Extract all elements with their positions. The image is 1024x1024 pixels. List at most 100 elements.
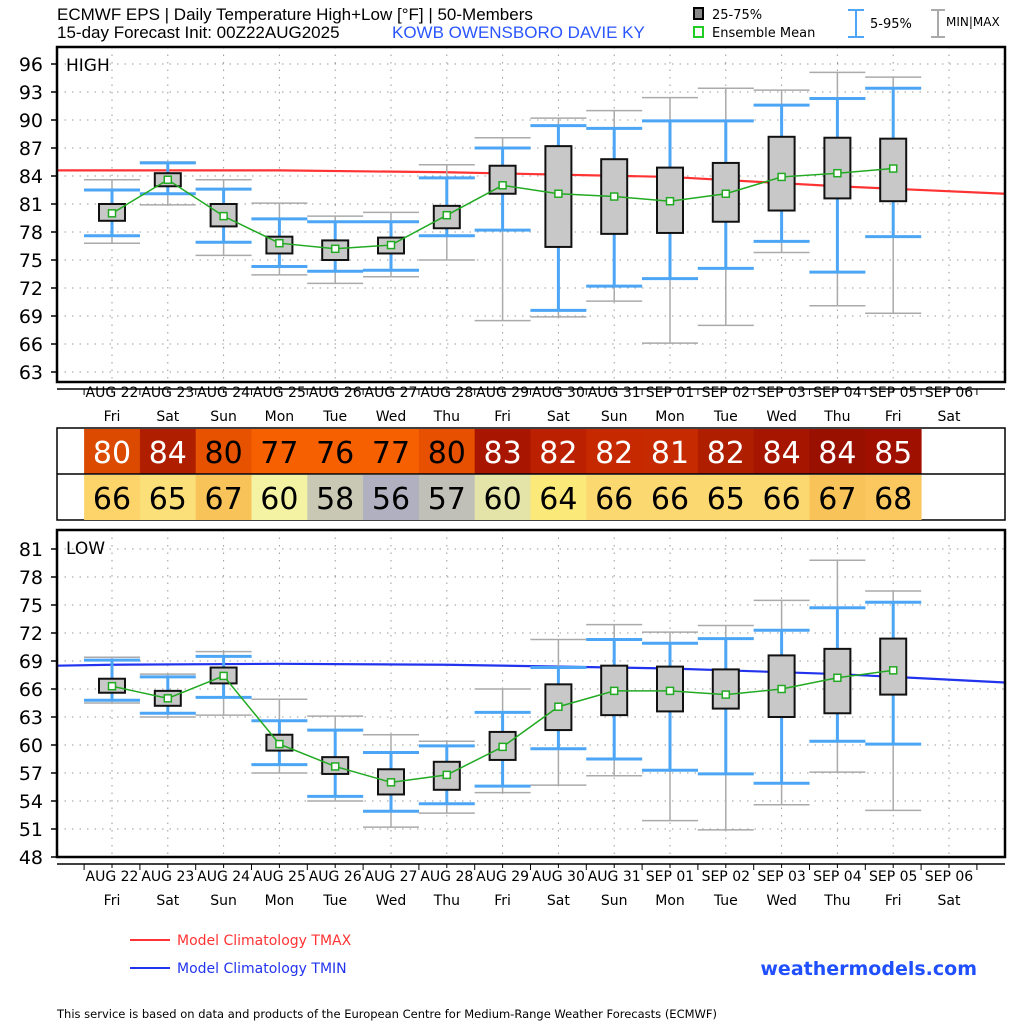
low-cell bbox=[809, 475, 866, 520]
x-weekday-label: Mon bbox=[655, 893, 685, 909]
high-value: 82 bbox=[539, 436, 577, 471]
y-tick-label: 57 bbox=[19, 763, 43, 785]
x-date-label: AUG 29 bbox=[476, 385, 529, 401]
high-value: 80 bbox=[428, 436, 466, 471]
low-value: 65 bbox=[707, 482, 745, 517]
low-value: 60 bbox=[484, 482, 522, 517]
legend-mean-label: Ensemble Mean bbox=[712, 26, 815, 41]
x-weekday-label: Fri bbox=[494, 409, 511, 425]
mean-marker bbox=[888, 164, 898, 173]
x-weekday-label: Fri bbox=[104, 893, 121, 909]
y-tick-label: 51 bbox=[19, 819, 43, 841]
y-tick-label: 60 bbox=[19, 735, 43, 757]
y-tick-label: 66 bbox=[19, 679, 43, 701]
y-tick-label: 78 bbox=[19, 567, 43, 589]
mean-marker bbox=[386, 240, 396, 250]
high-panel: 96 93 90 87 84 81 78 75 72 69 66 63 HIGH AUG 22 Fri AUG… bbox=[19, 45, 1007, 425]
x-date-label: SEP 03 bbox=[757, 869, 805, 885]
mean-marker bbox=[275, 238, 284, 248]
high-cell bbox=[586, 429, 643, 474]
y-tick-label: 90 bbox=[19, 110, 43, 132]
high-cell bbox=[195, 429, 252, 474]
panel-label: HIGH bbox=[66, 56, 110, 76]
mean-marker bbox=[777, 172, 786, 182]
y-tick-label: 78 bbox=[19, 222, 43, 244]
mean-marker bbox=[721, 189, 731, 198]
chart-title: ECMWF EPS | Daily Temperature High+Low [… bbox=[57, 5, 533, 24]
low-cell bbox=[363, 475, 420, 520]
x-weekday-label: Fri bbox=[885, 409, 902, 425]
mean-marker bbox=[888, 666, 898, 675]
mean-marker bbox=[554, 702, 563, 711]
x-weekday-label: Fri bbox=[885, 893, 902, 909]
y-tick-label: 84 bbox=[19, 166, 43, 188]
x-date-label: AUG 30 bbox=[532, 385, 585, 401]
y-tick-label: 75 bbox=[19, 250, 43, 272]
low-cell bbox=[865, 475, 922, 520]
legend-minmax-label: MIN|MAX bbox=[946, 15, 1000, 29]
x-weekday-label: Wed bbox=[376, 893, 407, 909]
mean-marker bbox=[330, 244, 340, 254]
y-tick-label: 48 bbox=[19, 847, 43, 869]
x-weekday-label: Fri bbox=[104, 409, 121, 425]
high-cell bbox=[363, 429, 420, 474]
low-cell bbox=[307, 475, 364, 520]
high-cell bbox=[251, 429, 308, 474]
brand-link[interactable]: weathermodels.com bbox=[760, 958, 977, 980]
x-weekday-label: Sat bbox=[156, 893, 179, 909]
high-value: 80 bbox=[205, 436, 243, 471]
high-value: 83 bbox=[484, 436, 522, 471]
iqr-box bbox=[823, 647, 852, 715]
y-tick-label: 72 bbox=[19, 278, 43, 300]
plot-frame bbox=[55, 45, 1007, 384]
low-cell bbox=[195, 475, 252, 520]
x-date-label: SEP 04 bbox=[813, 385, 862, 401]
y-tick-label: 81 bbox=[19, 539, 43, 561]
low-cell bbox=[139, 475, 197, 520]
high-cell bbox=[84, 429, 141, 474]
x-date-label: AUG 28 bbox=[420, 385, 473, 401]
x-weekday-label: Mon bbox=[265, 893, 295, 909]
x-weekday-label: Sat bbox=[547, 893, 570, 909]
x-date-label: SEP 06 bbox=[925, 385, 974, 401]
high-value: 76 bbox=[316, 436, 354, 471]
x-weekday-label: Wed bbox=[376, 409, 407, 425]
x-date-label: SEP 06 bbox=[925, 869, 974, 885]
x-date-label: AUG 23 bbox=[141, 869, 194, 885]
mean-marker bbox=[219, 211, 228, 221]
low-value: 68 bbox=[874, 482, 912, 517]
x-weekday-label: Sun bbox=[210, 409, 237, 425]
mean-marker bbox=[554, 189, 563, 198]
x-date-label: AUG 24 bbox=[197, 385, 250, 401]
x-weekday-label: Sat bbox=[938, 893, 961, 909]
mean-marker bbox=[721, 690, 731, 699]
mean-marker bbox=[777, 684, 786, 694]
x-weekday-label: Sat bbox=[547, 409, 570, 425]
low-cell bbox=[251, 475, 308, 520]
high-cell bbox=[642, 429, 699, 474]
x-date-label: AUG 25 bbox=[253, 869, 306, 885]
high-cell bbox=[474, 429, 531, 474]
low-cell bbox=[474, 475, 531, 520]
high-cell bbox=[139, 429, 197, 474]
x-weekday-label: Tue bbox=[322, 409, 347, 425]
plot-frame bbox=[55, 528, 1007, 859]
low-value: 66 bbox=[763, 482, 801, 517]
minmax-legend-icon bbox=[931, 9, 945, 38]
mean-marker bbox=[163, 175, 173, 184]
low-value: 64 bbox=[539, 482, 577, 517]
x-date-label: SEP 03 bbox=[757, 385, 805, 401]
low-cell bbox=[84, 475, 141, 520]
x-date-label: AUG 27 bbox=[365, 385, 418, 401]
mean-marker bbox=[833, 673, 842, 683]
x-date-label: AUG 22 bbox=[86, 385, 139, 401]
high-cell bbox=[865, 429, 922, 474]
mean-marker bbox=[386, 778, 396, 787]
y-tick-label: 93 bbox=[19, 82, 43, 104]
high-cell bbox=[753, 429, 810, 474]
high-value: 85 bbox=[874, 436, 912, 471]
x-weekday-label: Thu bbox=[433, 409, 460, 425]
x-weekday-label: Thu bbox=[823, 409, 850, 425]
low-value: 67 bbox=[818, 482, 856, 517]
tmax-legend-label: Model Climatology TMAX bbox=[177, 933, 352, 949]
